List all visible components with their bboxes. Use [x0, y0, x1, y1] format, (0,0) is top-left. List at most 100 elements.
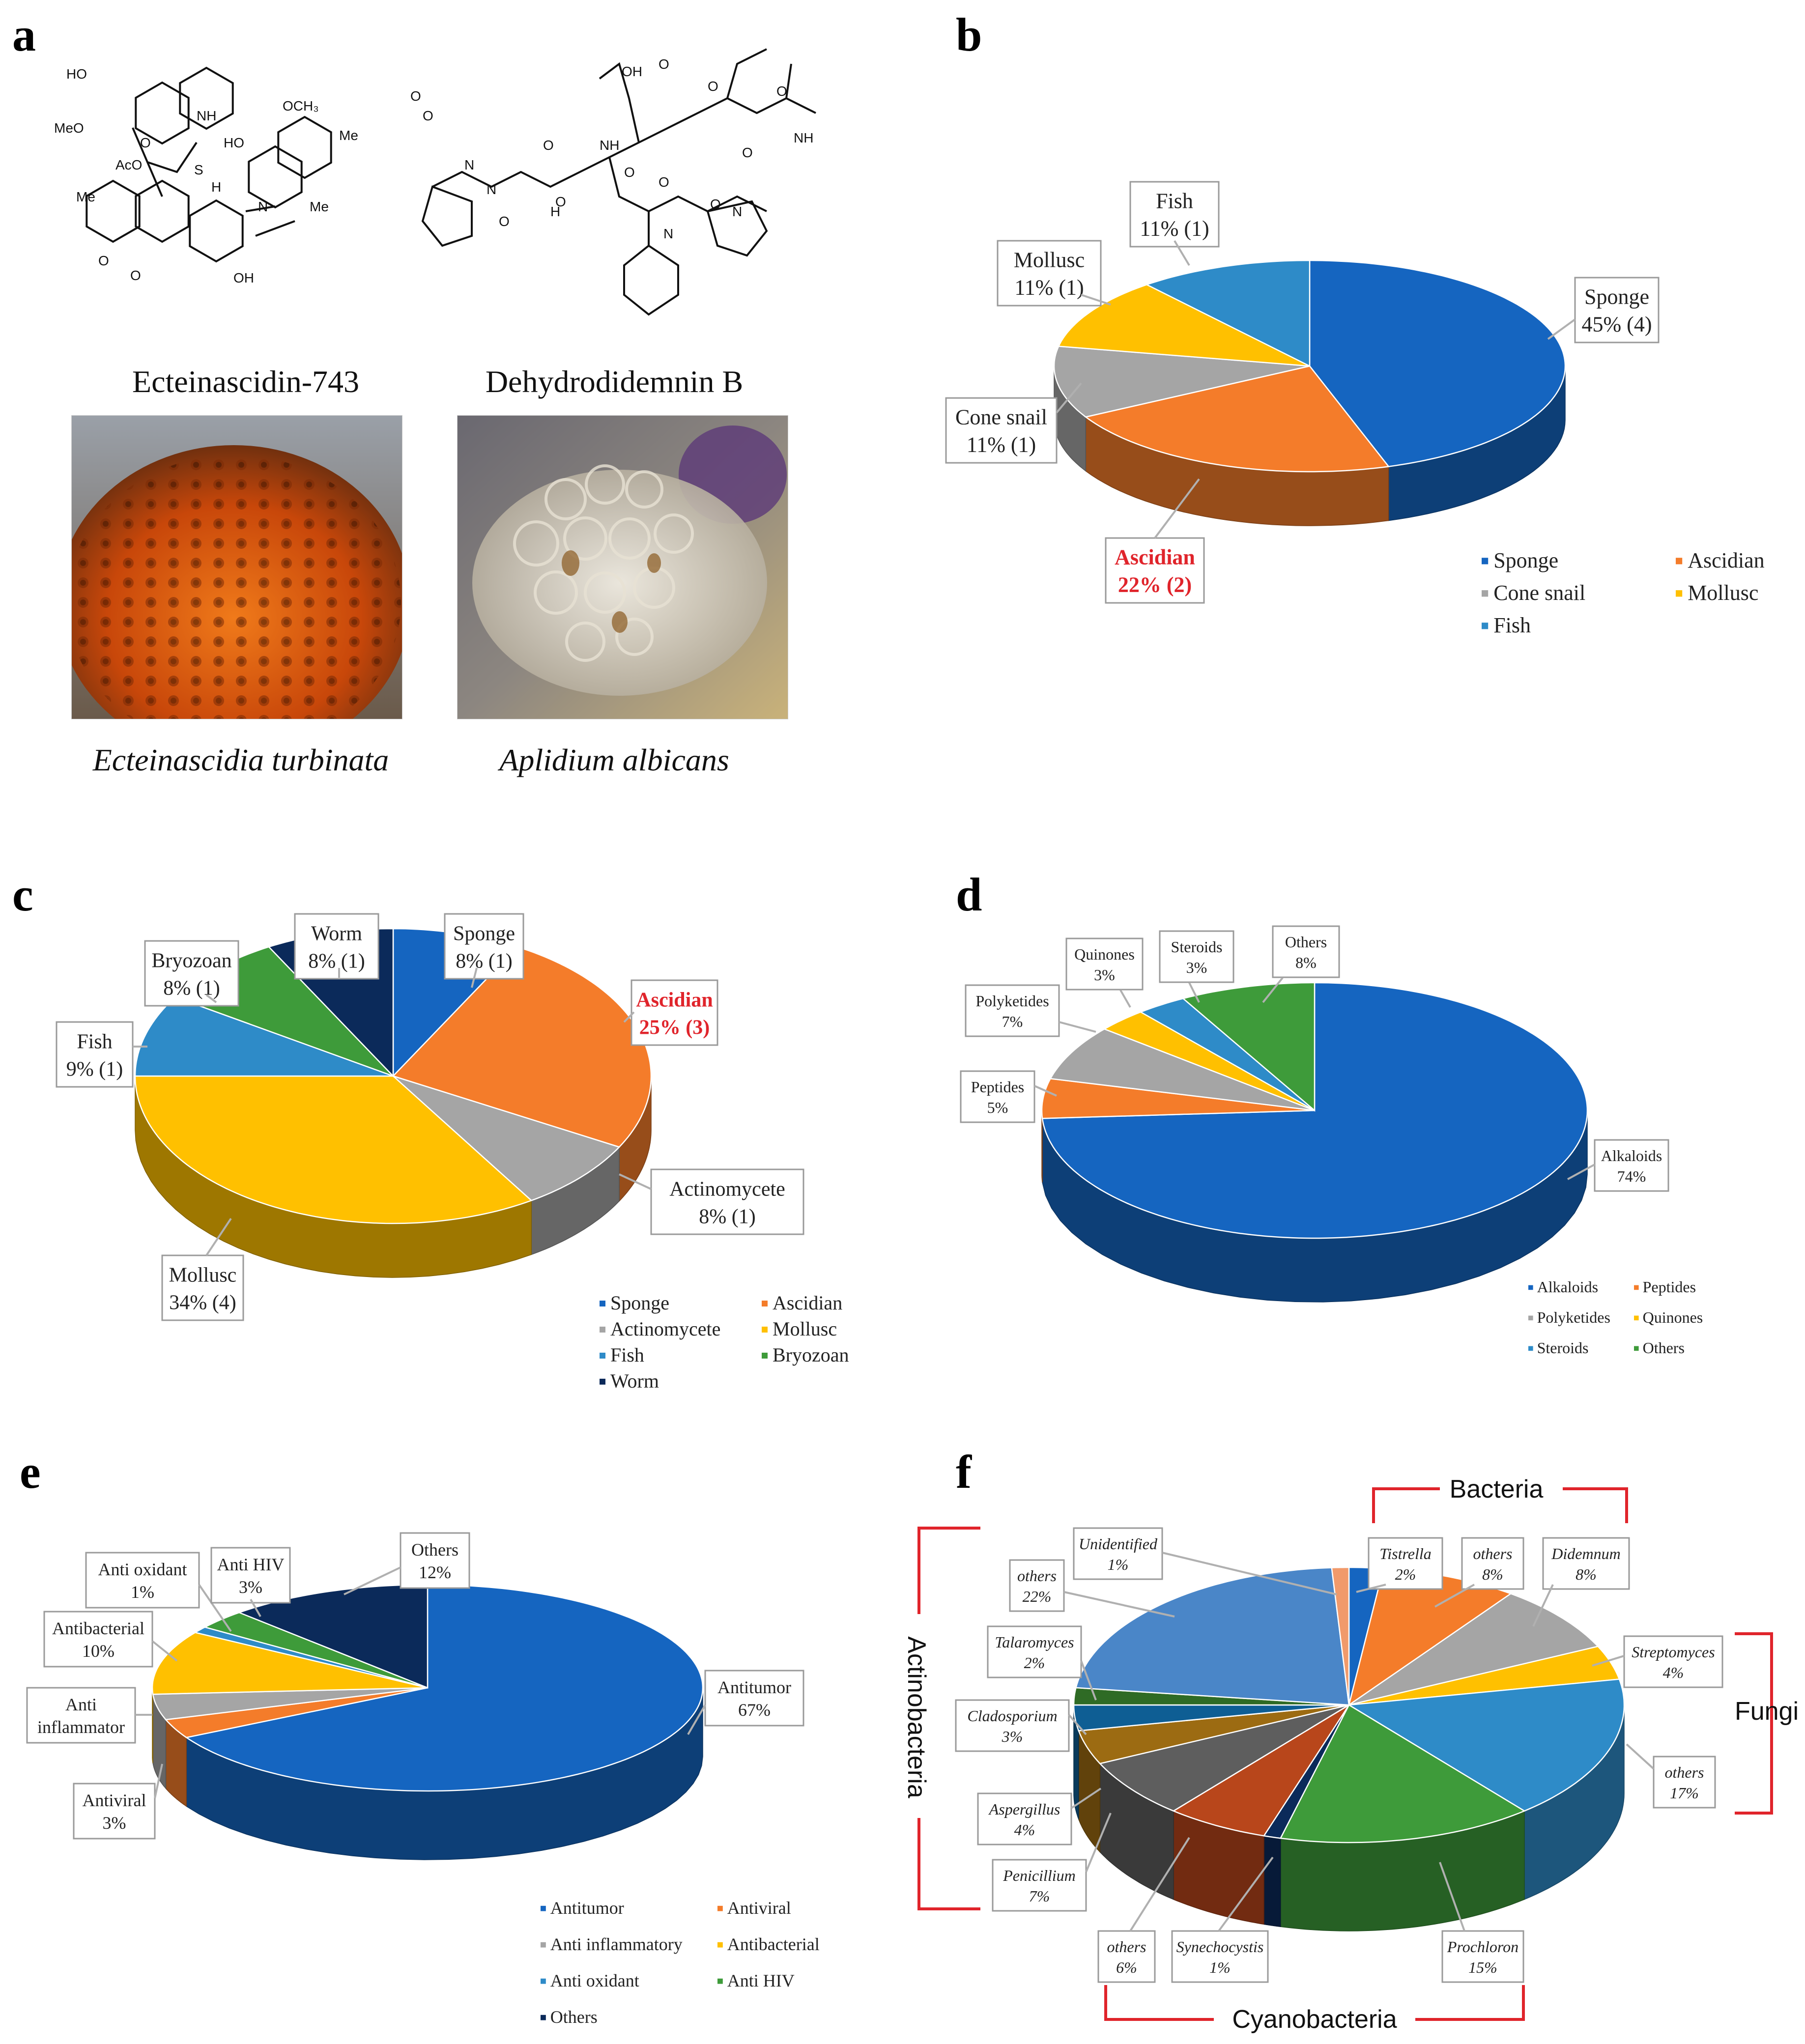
atom-label-2: O — [659, 57, 669, 72]
legend-swatch — [600, 1379, 605, 1385]
legend-swatch — [717, 1905, 723, 1911]
data-label: Mollusc 11% (1) — [997, 240, 1102, 307]
atom-label-1: OH — [233, 270, 254, 285]
pie-slice-mollusc — [134, 1075, 533, 1224]
legend-entry: Fish — [610, 1344, 644, 1366]
legend-swatch — [1676, 590, 1683, 597]
legend-entry: Mollusc — [773, 1318, 837, 1340]
svg-text:9% (1): 9% (1) — [66, 1058, 123, 1081]
svg-text:Aspergillus: Aspergillus — [988, 1800, 1060, 1818]
leader-line — [250, 1599, 261, 1617]
svg-text:3%: 3% — [1186, 959, 1207, 976]
svg-text:4%: 4% — [1014, 1821, 1035, 1839]
svg-text:1%: 1% — [131, 1582, 154, 1602]
svg-text:74%: 74% — [1617, 1167, 1646, 1185]
atom-label-1: Me — [310, 199, 329, 214]
group-label-bacteria: Bacteria — [1450, 1475, 1544, 1504]
svg-text:Ascidian: Ascidian — [1115, 545, 1195, 569]
panel-label-e: e — [20, 1446, 41, 1498]
svg-text:3%: 3% — [1094, 966, 1115, 984]
legend-entry: Anti inflammatory — [550, 1934, 683, 1954]
legend-entry: Anti oxidant — [550, 1971, 639, 1990]
panel-label-d: d — [956, 868, 982, 921]
data-label: Tistrella 2% — [1368, 1537, 1443, 1590]
legend-swatch — [1482, 623, 1489, 629]
atom-label-2: O — [742, 145, 753, 160]
compound-name-ecteinascidin: Ecteinascidin-743 — [132, 364, 360, 399]
data-label: Others 8% — [1272, 925, 1340, 978]
svg-text:Others: Others — [1285, 933, 1327, 951]
panel-label-f: f — [956, 1446, 972, 1498]
atom-label-1: OCH₃ — [283, 98, 319, 114]
legend: Antitumor Antiviral Anti inflammatory Antib… — [541, 1898, 820, 2027]
pie-slice-ascidian — [1084, 365, 1390, 473]
data-label: Ascidian 25% (3) — [630, 979, 718, 1046]
atom-label-1: AcO — [115, 157, 142, 172]
leader-line — [1056, 382, 1082, 414]
legend-swatch — [541, 1905, 546, 1911]
svg-text:22% (2): 22% (2) — [1118, 573, 1192, 597]
svg-text:11% (1): 11% (1) — [1140, 217, 1209, 241]
legend-entry: Anti HIV — [727, 1971, 795, 1990]
atom-label-2: OH — [622, 64, 642, 79]
leader-line — [205, 994, 217, 1003]
compound-name-dehydrodidemnin: Dehydrodidemnin B — [485, 364, 744, 399]
legend-entry: Bryozoan — [773, 1344, 849, 1366]
svg-text:7%: 7% — [1002, 1013, 1023, 1030]
svg-text:10%: 10% — [82, 1641, 115, 1661]
data-label: Sponge 45% (4) — [1574, 277, 1660, 343]
group-label-cyanobacteria: Cyanobacteria — [1232, 2005, 1397, 2034]
svg-text:6%: 6% — [1116, 1959, 1137, 1976]
pie-slice-cladosporium — [1073, 1704, 1349, 1732]
atom-label-2: NH — [794, 130, 813, 145]
legend: Sponge Ascidian Cone snail Mollusc Fish — [1482, 548, 1765, 637]
leader-line — [1085, 1813, 1112, 1873]
data-label: others 8% — [1461, 1537, 1524, 1590]
atom-label-1: Me — [339, 128, 358, 143]
atom-label-1: O — [98, 253, 109, 268]
svg-text:Alkaloids: Alkaloids — [1601, 1147, 1662, 1164]
pie-side-antibacterial — [152, 1688, 153, 1763]
svg-text:45% (4): 45% (4) — [1582, 312, 1652, 337]
species-name-ecteinascidia: Ecteinascidia turbinata — [92, 742, 389, 777]
atom-label-2: N — [464, 157, 474, 172]
legend-swatch — [1482, 558, 1489, 565]
atom-label-1: Me — [76, 189, 95, 204]
data-label: Alkaloids 74% — [1594, 1139, 1669, 1192]
svg-text:others: others — [1473, 1545, 1513, 1562]
data-label: Anti inflammator — [26, 1687, 136, 1744]
pie-slice-sponge — [1309, 259, 1566, 467]
ring-1 — [179, 66, 234, 130]
svg-text:11% (1): 11% (1) — [967, 433, 1036, 457]
svg-text:Didemnum: Didemnum — [1551, 1545, 1620, 1562]
svg-text:5%: 5% — [987, 1099, 1008, 1116]
cyanobacteria-bracket — [1104, 1985, 1525, 2021]
svg-text:11% (1): 11% (1) — [1014, 276, 1084, 300]
data-label: others 17% — [1653, 1756, 1716, 1809]
leader-line — [151, 1640, 178, 1662]
legend-swatch — [1528, 1285, 1533, 1290]
svg-text:others: others — [1665, 1763, 1704, 1781]
pie-d — [1041, 982, 1588, 1303]
legend-entry: Quinones — [1643, 1308, 1703, 1326]
svg-text:Talaromyces: Talaromyces — [995, 1633, 1074, 1651]
data-label: Talaromyces 2% — [987, 1625, 1082, 1678]
ring-3 — [135, 179, 190, 243]
legend-swatch — [1528, 1346, 1533, 1351]
atom-label-1: S — [194, 162, 203, 177]
svg-text:Antibacterial: Antibacterial — [52, 1618, 144, 1638]
legend-swatch — [717, 1942, 723, 1948]
svg-text:others: others — [1107, 1938, 1146, 1956]
svg-text:2%: 2% — [1024, 1654, 1045, 1672]
svg-text:7%: 7% — [1029, 1887, 1050, 1905]
group-brackets — [917, 1487, 1773, 2021]
legend-entry: Antitumor — [550, 1898, 624, 1918]
data-label: Antibacterial 10% — [43, 1611, 153, 1668]
legend-entry: Ascidian — [773, 1292, 842, 1314]
panel-label-a: a — [12, 8, 36, 61]
svg-text:8% (1): 8% (1) — [699, 1206, 755, 1228]
atom-label-2: N — [487, 182, 496, 197]
photo-ecteinascidia-turbinata — [71, 415, 402, 719]
